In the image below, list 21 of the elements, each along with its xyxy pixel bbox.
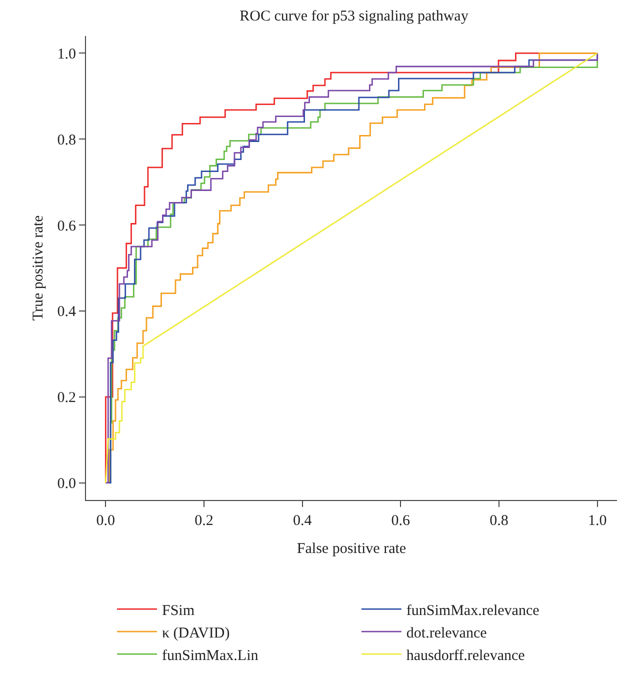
- legend-label: dot.relevance: [406, 625, 488, 642]
- x-tick-label: 1.0: [588, 513, 607, 529]
- x-tick-label: 0.4: [292, 513, 312, 529]
- x-tick-label: 0.8: [490, 513, 508, 529]
- y-tick-label: 0.8: [57, 132, 76, 148]
- y-tick-label: 0.0: [57, 476, 76, 492]
- legend-label: FSim: [162, 602, 195, 619]
- y-tick-label: 1.0: [57, 46, 76, 62]
- x-tick-label: 0.0: [96, 513, 116, 529]
- y-tick-label: 0.2: [57, 390, 76, 406]
- y-tick-label: 0.6: [57, 218, 76, 234]
- y-axis-title: True positive rate: [30, 215, 46, 321]
- chart-title: ROC curve for p53 signaling pathway: [240, 8, 469, 25]
- x-tick-label: 0.6: [391, 513, 411, 529]
- legend-label: hausdorff.relevance: [406, 648, 526, 664]
- x-tick-label: 0.2: [194, 513, 214, 529]
- legend-label: funSimMax.Lin: [162, 648, 259, 664]
- x-axis-title: False positive rate: [296, 541, 406, 557]
- legend-label: funSimMax.relevance: [406, 602, 540, 619]
- legend-label: κ (DAVID): [162, 625, 230, 642]
- y-tick-label: 0.4: [57, 304, 76, 320]
